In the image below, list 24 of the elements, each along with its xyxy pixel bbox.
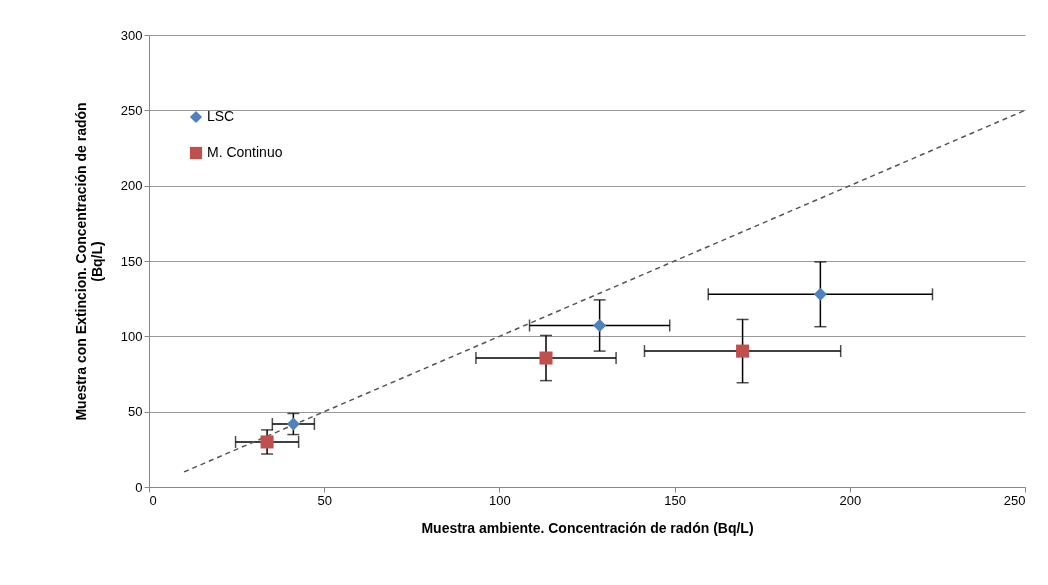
legend-label: LSC xyxy=(207,108,235,124)
y-tick-label: 250 xyxy=(120,102,143,118)
point xyxy=(539,351,553,365)
x-tick-label: 100 xyxy=(489,492,511,508)
x-tick-label: 150 xyxy=(664,492,686,508)
x-tick-label: 200 xyxy=(839,492,862,508)
y-tick-label: 200 xyxy=(120,178,143,194)
y-tick-label: 0 xyxy=(135,479,143,495)
point xyxy=(593,318,607,332)
y-tick-label: 150 xyxy=(120,253,143,269)
y-axis-title: Muestra con Extincion. Concentración de radón (Bq/L) xyxy=(72,102,105,421)
x-tick-label: 50 xyxy=(317,492,332,508)
x-axis-title: Muestra ambiente. Concentración de radón (Bq/L) xyxy=(421,519,754,536)
y-tick-label: 100 xyxy=(120,328,143,344)
point xyxy=(286,417,300,431)
x-tick-label: 0 xyxy=(149,492,157,508)
x-tick-label: 250 xyxy=(1003,492,1026,508)
y-tick-label: 300 xyxy=(120,27,143,43)
legend-label: M. Continuo xyxy=(207,144,283,160)
point xyxy=(736,344,750,358)
point xyxy=(813,287,827,301)
point xyxy=(260,435,274,449)
y-tick-label: 50 xyxy=(128,404,143,420)
line-series xyxy=(183,109,1026,473)
